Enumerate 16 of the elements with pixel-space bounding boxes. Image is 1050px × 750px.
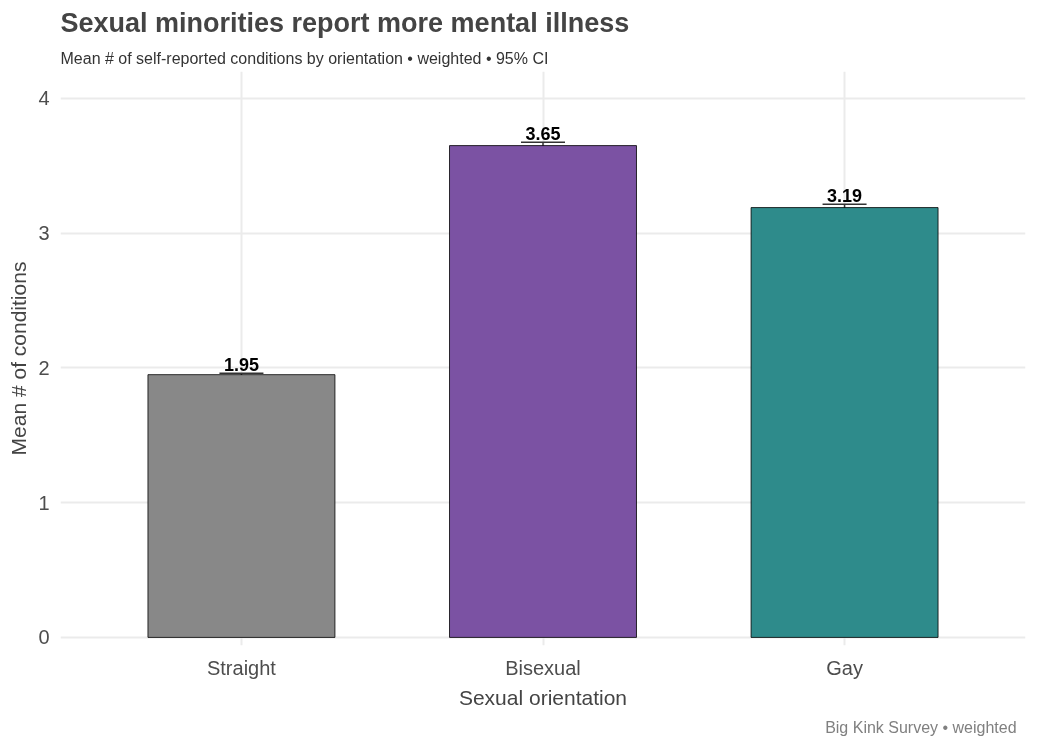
x-axis-title: Sexual orientation bbox=[458, 685, 628, 709]
y-tick-label: 1 bbox=[38, 491, 50, 514]
chart-subtitle: Mean # of self-reported conditions by orientation • weighted • 95% CI bbox=[60, 49, 549, 67]
x-tick-label: Straight bbox=[206, 656, 277, 679]
x-tick-label: Bisexual bbox=[505, 656, 581, 679]
chart-title: Sexual minorities report more mental illness bbox=[60, 7, 630, 38]
data-label: 3.65 bbox=[525, 124, 561, 145]
text: Big Kink Survey • weighted bbox=[825, 718, 1017, 736]
x-tick-label: Gay bbox=[826, 656, 863, 679]
y-axis-title: Mean # of conditions bbox=[7, 261, 31, 456]
y-tick-label: 3 bbox=[38, 222, 50, 245]
y-tick-label: 2 bbox=[38, 356, 50, 379]
data-label: 3.19 bbox=[827, 186, 863, 207]
y-tick-label: 0 bbox=[38, 626, 50, 649]
y-tick-label: 4 bbox=[38, 87, 50, 110]
data-label: 1.95 bbox=[223, 355, 259, 376]
